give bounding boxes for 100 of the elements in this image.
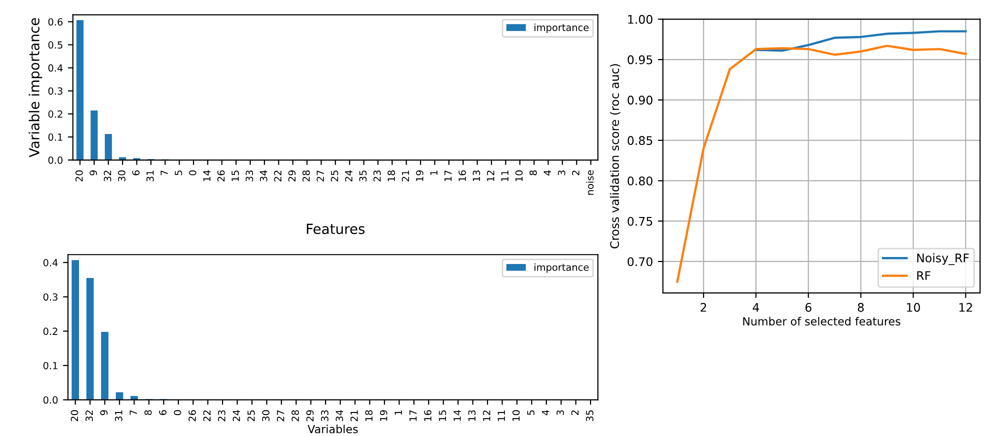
y-tick-label: 0.4 [48, 64, 63, 72]
y-tick-label: 0.3 [43, 293, 58, 301]
x-tick-label: 0 [188, 170, 196, 176]
x-tick-label: 30 [118, 170, 126, 182]
y-tick-label: 0.90 [628, 96, 652, 105]
y-tick-label: 0.1 [43, 362, 58, 370]
x-tick-label: 7 [160, 170, 168, 176]
x-tick-label: 1 [430, 170, 438, 175]
x-tick-label: 21 [350, 410, 358, 422]
x-axis-title: Features [306, 224, 365, 234]
x-tick-label: 35 [359, 170, 367, 182]
x-tick-label: 21 [402, 170, 410, 182]
y-tick-label: 1.00 [628, 14, 652, 24]
x-tick-label: 4 [544, 170, 551, 176]
x-tick-label: 8 [530, 170, 537, 176]
x-tick-label: 2 [572, 170, 580, 176]
x-tick-label: 10 [907, 302, 920, 312]
x-tick-label: 23 [218, 410, 226, 422]
x-tick-label: 32 [86, 410, 93, 422]
x-tick-label: 10 [512, 410, 520, 421]
x-tick-label: 27 [276, 410, 284, 422]
x-tick-label: 28 [292, 410, 299, 422]
x-tick-label: 9 [90, 170, 97, 176]
x-tick-label: 33 [246, 170, 254, 182]
x-tick-label: 2 [571, 410, 578, 416]
x-tick-label: 8 [858, 302, 864, 312]
x-tick-label: 12 [959, 302, 972, 312]
x-tick-label: 26 [188, 410, 196, 422]
y-tick-label: 0.85 [628, 136, 652, 145]
x-tick-label: 11 [498, 410, 505, 421]
x-axis-title: Variables [308, 424, 358, 434]
x-tick-label: 26 [217, 170, 225, 182]
x-tick-label: 16 [458, 170, 466, 182]
y-tick-label: 0.2 [43, 328, 58, 335]
x-tick-label: 29 [288, 170, 296, 182]
x-tick-label: 5 [527, 410, 534, 415]
x-tick-label: 32 [104, 170, 112, 182]
x-tick-label: 24 [345, 170, 352, 182]
y-tick-label: 0.0 [48, 156, 63, 164]
x-tick-label: 17 [444, 170, 452, 182]
x-tick-label: 20 [75, 170, 83, 182]
x-tick-label: 34 [260, 170, 268, 182]
x-tick-label: 9 [100, 410, 108, 416]
x-tick-label: 13 [472, 170, 480, 182]
legend-label: RF [917, 271, 930, 280]
legend-label: importance [534, 24, 589, 33]
x-tick-label: 15 [232, 170, 239, 182]
x-tick-label: 27 [316, 170, 324, 182]
x-tick-label: 6 [805, 302, 812, 312]
x-tick-label: 25 [330, 170, 338, 182]
x-tick-label: 16 [424, 410, 432, 421]
x-tick-label: 10 [515, 170, 523, 182]
legend-label: importance [534, 263, 589, 273]
x-tick-label: 33 [321, 410, 328, 422]
y-tick-label: 0.1 [48, 133, 62, 141]
x-tick-label: 3 [556, 410, 564, 415]
y-tick-label: 0.4 [43, 258, 58, 266]
x-tick-label: 13 [468, 410, 476, 421]
y-tick-label: 0.3 [48, 87, 62, 95]
x-tick-label: 12 [482, 410, 490, 421]
x-tick-label: 31 [146, 170, 154, 182]
x-tick-label: 6 [159, 410, 166, 416]
x-tick-label: 22 [203, 410, 210, 422]
x-axis-title: Number of selected features [743, 316, 900, 326]
x-tick-label: 3 [558, 170, 566, 176]
x-tick-label: 4 [752, 303, 760, 312]
x-tick-label: 19 [380, 410, 388, 421]
x-tick-label: 23 [373, 170, 381, 182]
x-tick-label: 12 [486, 170, 494, 182]
y-tick-label: 0.75 [628, 216, 652, 226]
x-tick-label: 22 [274, 170, 282, 182]
x-tick-label: 28 [302, 170, 310, 182]
x-tick-label: 18 [388, 170, 395, 182]
y-tick-label: 0.80 [628, 176, 652, 186]
x-tick-label: 11 [501, 170, 508, 182]
y-tick-label: 0.70 [628, 257, 652, 266]
y-axis-title: Cross validation score (roc auc) [610, 64, 620, 248]
y-tick-label: 0.6 [48, 18, 63, 26]
x-tick-label: 24 [232, 410, 240, 422]
x-tick-label: noise [586, 170, 594, 195]
x-tick-label: 0 [174, 410, 182, 416]
x-tick-label: 30 [262, 410, 270, 422]
y-tick-label: 0.0 [43, 396, 58, 404]
x-tick-label: 7 [130, 410, 137, 415]
x-tick-label: 29 [306, 410, 314, 422]
y-tick-label: 0.5 [48, 41, 62, 49]
x-tick-label: 2 [700, 302, 706, 312]
y-tick-label: 0.2 [48, 110, 62, 118]
x-tick-label: 14 [454, 410, 461, 421]
legend-label: Noisy_RF [917, 253, 969, 266]
x-tick-label: 14 [203, 170, 210, 182]
x-tick-label: 5 [174, 170, 182, 176]
x-tick-label: 17 [409, 410, 417, 421]
x-tick-label: 20 [70, 410, 78, 422]
x-tick-label: 35 [586, 410, 594, 422]
x-tick-label: 34 [336, 410, 344, 422]
x-tick-label: 19 [416, 170, 424, 182]
x-tick-label: 25 [247, 410, 255, 422]
y-tick-label: 0.95 [628, 55, 652, 64]
x-tick-label: 1 [394, 410, 402, 415]
